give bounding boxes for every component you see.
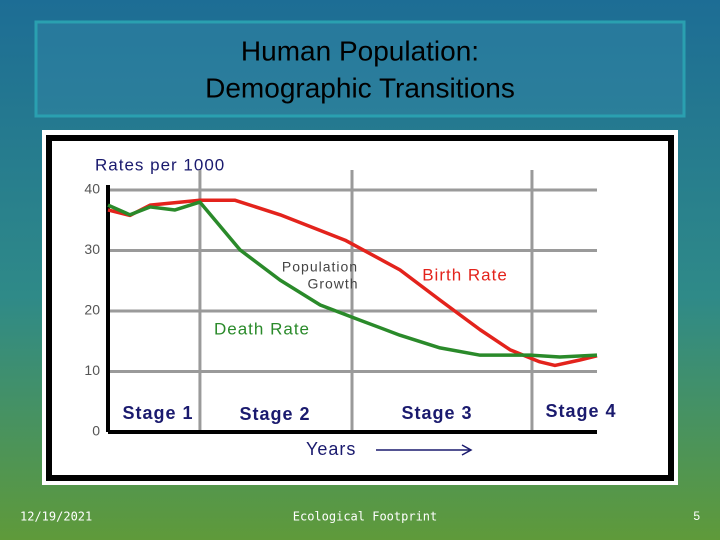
y-tick-label: 40 (84, 181, 100, 197)
y-axis-label: Rates per 1000 (95, 155, 225, 174)
annotation: Stage 1 (122, 403, 193, 423)
annotation: Population (282, 259, 358, 275)
title: Human Population: (241, 35, 479, 66)
page-number: 5 (693, 509, 700, 523)
series-label: Birth Rate (422, 265, 508, 284)
annotation: Stage 4 (545, 401, 616, 421)
footer-date: 12/19/2021 (20, 510, 92, 524)
y-tick-label: 0 (92, 423, 100, 439)
annotation: Growth (307, 276, 358, 292)
series-line (107, 198, 598, 368)
title: Demographic Transitions (205, 72, 515, 103)
annotation: Stage 2 (239, 404, 310, 424)
series-line (107, 200, 598, 359)
footer-text: Ecological Footprint (293, 510, 438, 524)
y-tick-label: 30 (84, 241, 100, 257)
y-tick-label: 20 (84, 302, 100, 318)
series-label: Death Rate (214, 319, 310, 338)
y-tick-label: 10 (84, 362, 100, 378)
chart-frame (46, 135, 674, 481)
x-axis-label: Years (306, 439, 356, 459)
x-axis-arrow-head (461, 444, 473, 456)
annotation: Stage 3 (401, 403, 472, 423)
title-box (34, 20, 686, 118)
